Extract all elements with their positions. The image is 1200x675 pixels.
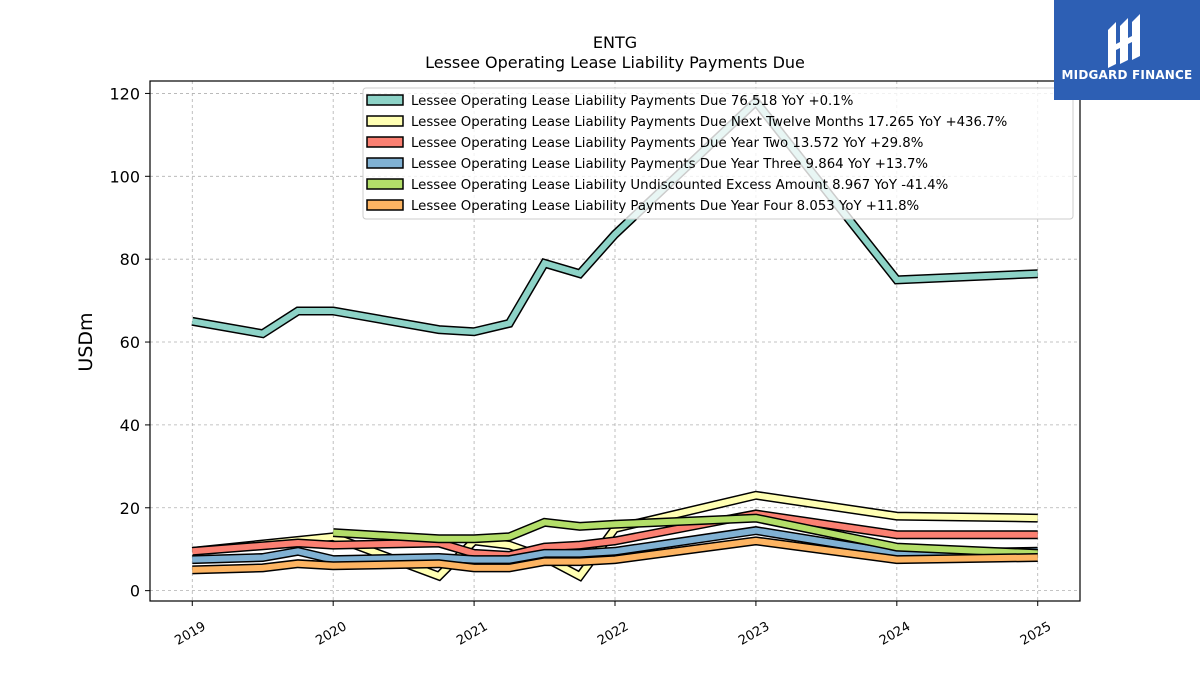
logo-mark-icon [1108, 14, 1140, 68]
y-tick-label: 100 [109, 167, 140, 186]
x-tick-label: 2025 [1018, 619, 1054, 649]
y-axis-label: USDm [75, 312, 97, 371]
x-tick-label: 2024 [877, 619, 913, 649]
legend-swatch [366, 136, 404, 148]
y-tick-label: 0 [130, 582, 140, 601]
y-tick-label: 80 [120, 250, 140, 269]
legend-box [362, 87, 1074, 220]
brand-logo: MIDGARD FINANCE [1054, 0, 1200, 100]
legend-swatch [366, 157, 404, 169]
x-tick-label: 2022 [595, 619, 631, 649]
series-line [192, 537, 1038, 573]
legend-swatch [366, 94, 404, 106]
series-line [333, 515, 1038, 557]
y-tick-label: 40 [120, 416, 140, 435]
series-line [192, 527, 1038, 563]
x-tick-label: 2021 [454, 619, 490, 649]
x-tick-label: 2023 [736, 619, 772, 649]
legend-entry: Lessee Operating Lease Liability Payment… [411, 115, 1007, 130]
legend-entry: Lessee Operating Lease Liability Payment… [411, 94, 853, 109]
series-line [192, 510, 1038, 559]
legend: Lessee Operating Lease Liability Payment… [362, 87, 1074, 220]
legend-entry: Lessee Operating Lease Liability Payment… [411, 199, 919, 214]
x-tick-label: 2020 [313, 619, 349, 649]
y-tick-label: 120 [109, 84, 140, 103]
chart-title: ENTG [593, 33, 637, 52]
chart-subtitle: Lessee Operating Lease Liability Payment… [425, 53, 805, 72]
logo-text: MIDGARD FINANCE [1061, 68, 1193, 82]
legend-swatch [366, 115, 404, 127]
legend-entry: Lessee Operating Lease Liability Undisco… [411, 178, 948, 193]
x-tick-label: 2019 [172, 619, 208, 649]
legend-entry: Lessee Operating Lease Liability Payment… [411, 157, 928, 172]
y-tick-label: 20 [120, 499, 140, 518]
legend-entry: Lessee Operating Lease Liability Payment… [411, 136, 923, 151]
y-tick-label: 60 [120, 333, 140, 352]
legend-swatch [366, 199, 404, 211]
legend-swatch [366, 178, 404, 190]
